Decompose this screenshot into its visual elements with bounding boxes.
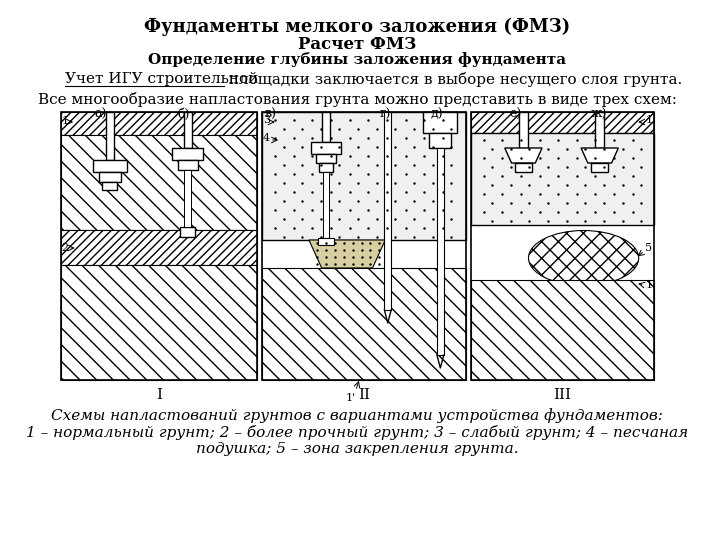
Polygon shape (60, 265, 257, 380)
Text: Все многообразие напластования грунта можно представить в виде трех схем:: Все многообразие напластования грунта мо… (37, 92, 677, 107)
Polygon shape (262, 112, 466, 240)
Polygon shape (106, 112, 114, 160)
Polygon shape (309, 240, 385, 268)
Text: Фундаменты мелкого заложения (ФМЗ): Фундаменты мелкого заложения (ФМЗ) (144, 18, 570, 36)
Polygon shape (60, 135, 257, 230)
Polygon shape (60, 112, 257, 135)
Polygon shape (310, 142, 341, 154)
Polygon shape (515, 163, 532, 172)
Polygon shape (323, 172, 329, 238)
Polygon shape (99, 172, 121, 182)
Text: Определение глубины заложения фундамента: Определение глубины заложения фундамента (148, 52, 567, 67)
Text: а): а) (94, 108, 107, 121)
Polygon shape (180, 227, 195, 237)
Text: 3: 3 (264, 115, 270, 125)
Text: е): е) (510, 108, 522, 121)
Text: 2: 2 (61, 243, 68, 253)
Polygon shape (316, 154, 336, 163)
Ellipse shape (528, 231, 639, 286)
Polygon shape (319, 163, 333, 172)
Text: 1: 1 (61, 116, 68, 126)
Polygon shape (262, 268, 466, 380)
Polygon shape (322, 112, 330, 142)
Text: ж): ж) (591, 108, 608, 121)
Text: Схемы напластований грунтов с вариантами устройства фундаментов:: Схемы напластований грунтов с вариантами… (51, 408, 663, 423)
Polygon shape (471, 112, 654, 133)
Text: г): г) (379, 108, 391, 121)
Text: д): д) (430, 108, 443, 121)
Polygon shape (423, 112, 457, 133)
Text: Учет ИГУ строительной: Учет ИГУ строительной (65, 72, 258, 86)
Text: площадки заключается в выборе несущего слоя грунта.: площадки заключается в выборе несущего с… (224, 72, 683, 87)
Text: I: I (156, 388, 162, 402)
Polygon shape (591, 163, 608, 172)
Polygon shape (173, 148, 203, 160)
Text: III: III (554, 388, 572, 402)
Text: Расчет ФМЗ: Расчет ФМЗ (298, 36, 416, 53)
Polygon shape (178, 160, 198, 170)
Polygon shape (471, 133, 654, 225)
Polygon shape (184, 112, 192, 148)
Polygon shape (519, 112, 528, 148)
Polygon shape (102, 182, 117, 190)
Polygon shape (184, 170, 191, 227)
Text: 1': 1' (346, 393, 356, 403)
Text: 1: 1 (645, 115, 652, 125)
Polygon shape (581, 148, 618, 163)
Text: 5: 5 (645, 243, 652, 253)
Text: 1: 1 (645, 280, 652, 290)
Polygon shape (429, 133, 451, 148)
Text: б): б) (178, 108, 190, 121)
Polygon shape (471, 280, 654, 380)
Polygon shape (505, 148, 542, 163)
Polygon shape (93, 160, 127, 172)
Text: 4: 4 (264, 133, 270, 143)
Polygon shape (437, 148, 444, 355)
Text: подушка; 5 – зона закрепления грунта.: подушка; 5 – зона закрепления грунта. (196, 442, 518, 456)
Text: II: II (358, 388, 370, 402)
Polygon shape (60, 230, 257, 265)
Polygon shape (595, 112, 604, 148)
Polygon shape (384, 112, 391, 310)
Text: в): в) (264, 108, 276, 121)
Polygon shape (318, 238, 333, 245)
Text: 1 – нормальный грунт; 2 – более прочный грунт; 3 – слабый грунт; 4 – песчаная: 1 – нормальный грунт; 2 – более прочный … (26, 425, 688, 440)
